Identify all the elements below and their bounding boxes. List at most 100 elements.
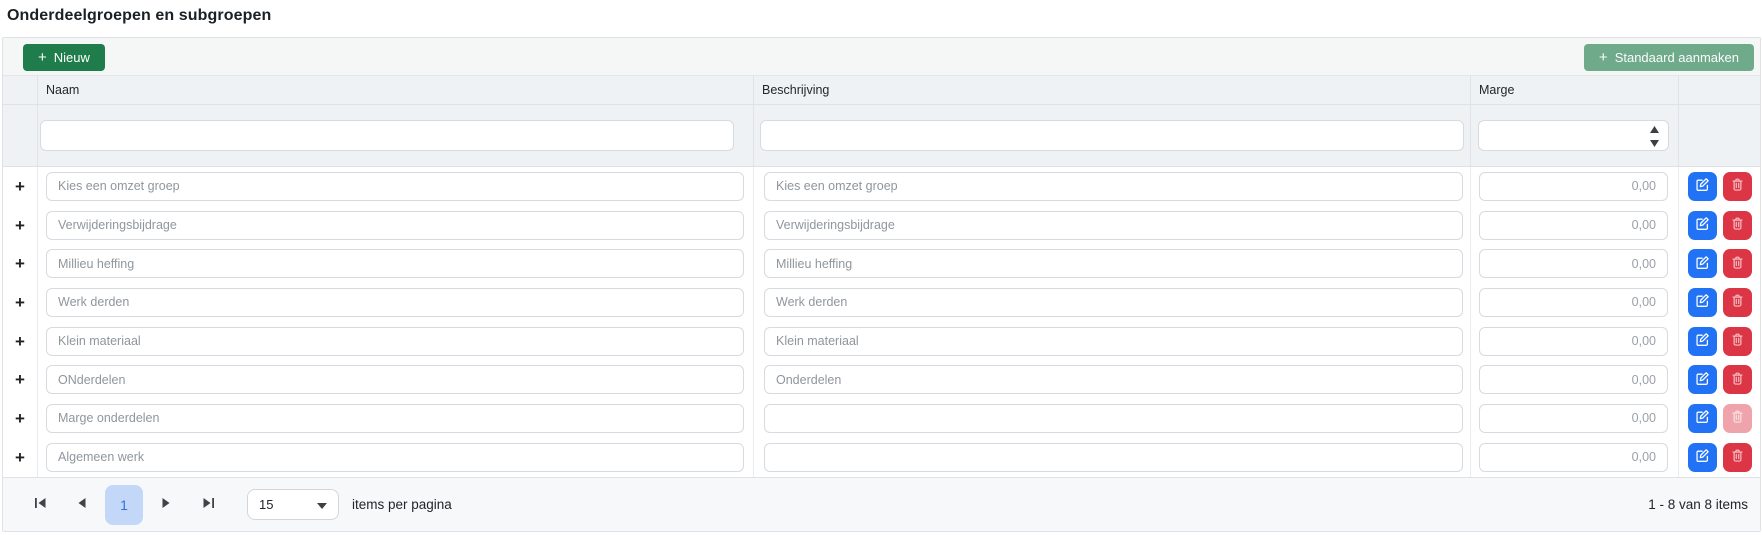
beschrijving-cell-input[interactable] bbox=[764, 365, 1463, 395]
naam-cell-input[interactable] bbox=[46, 365, 744, 395]
expand-row-button[interactable]: + bbox=[9, 217, 31, 234]
expand-column-header bbox=[3, 76, 38, 104]
grid-rows: + bbox=[3, 167, 1760, 477]
expand-row-button[interactable]: + bbox=[9, 333, 31, 350]
trash-icon bbox=[1730, 293, 1745, 311]
pencil-square-icon bbox=[1695, 177, 1710, 195]
trash-icon bbox=[1730, 409, 1745, 427]
delete-row-button[interactable] bbox=[1723, 210, 1752, 240]
naam-cell-input[interactable] bbox=[46, 171, 744, 201]
edit-row-button[interactable] bbox=[1688, 210, 1717, 240]
expand-row-button[interactable]: + bbox=[9, 410, 31, 427]
naam-filter-input[interactable] bbox=[40, 120, 734, 151]
table-row: + bbox=[3, 283, 1760, 322]
first-page-button[interactable] bbox=[20, 485, 60, 525]
page-title: Onderdeelgroepen en subgroepen bbox=[7, 7, 272, 24]
marge-cell-input[interactable] bbox=[1479, 326, 1668, 356]
edit-row-button[interactable] bbox=[1688, 249, 1717, 279]
edit-row-button[interactable] bbox=[1688, 365, 1717, 395]
naam-cell-input[interactable] bbox=[46, 403, 744, 433]
column-header-marge[interactable]: Marge bbox=[1471, 76, 1679, 104]
delete-row-button[interactable] bbox=[1723, 326, 1752, 356]
table-row: + bbox=[3, 244, 1760, 284]
beschrijving-cell-input[interactable] bbox=[764, 326, 1463, 356]
arrow-down-icon[interactable] bbox=[1646, 138, 1662, 148]
plus-icon: + bbox=[15, 176, 25, 196]
naam-cell-input[interactable] bbox=[46, 442, 744, 472]
new-button[interactable]: + Nieuw bbox=[23, 44, 105, 71]
pencil-square-icon bbox=[1695, 216, 1710, 234]
filter-cell-actions bbox=[1679, 105, 1760, 166]
delete-row-button[interactable] bbox=[1723, 442, 1752, 472]
expand-row-button[interactable]: + bbox=[9, 255, 31, 272]
plus-icon: + bbox=[15, 331, 25, 351]
marge-cell-input[interactable] bbox=[1479, 403, 1668, 433]
items-per-page-label: items per pagina bbox=[352, 497, 452, 512]
beschrijving-cell-input[interactable] bbox=[764, 287, 1463, 317]
marge-cell-input[interactable] bbox=[1479, 365, 1668, 395]
pencil-square-icon bbox=[1695, 255, 1710, 273]
edit-row-button[interactable] bbox=[1688, 326, 1717, 356]
delete-row-button[interactable] bbox=[1723, 287, 1752, 317]
delete-row-button[interactable] bbox=[1723, 249, 1752, 279]
marge-cell-input[interactable] bbox=[1479, 287, 1668, 317]
marge-cell-input[interactable] bbox=[1479, 442, 1668, 472]
pager-range-label: 1 - 8 van 8 items bbox=[1648, 497, 1748, 512]
last-page-icon bbox=[202, 497, 215, 512]
page-size-dropdown[interactable]: 15 bbox=[247, 489, 339, 520]
trash-icon bbox=[1730, 177, 1745, 195]
edit-row-button[interactable] bbox=[1688, 171, 1717, 201]
create-standard-button[interactable]: + Standaard aanmaken bbox=[1583, 44, 1754, 71]
expand-row-button[interactable]: + bbox=[9, 371, 31, 388]
first-page-icon bbox=[34, 497, 47, 512]
plus-icon: + bbox=[15, 408, 25, 428]
trash-icon bbox=[1730, 371, 1745, 389]
marge-cell-input[interactable] bbox=[1479, 249, 1668, 279]
plus-icon: + bbox=[15, 370, 25, 390]
marge-filter-input[interactable] bbox=[1478, 120, 1669, 151]
expand-row-button[interactable]: + bbox=[9, 449, 31, 466]
table-row: + bbox=[3, 399, 1760, 438]
delete-row-button[interactable] bbox=[1723, 171, 1752, 201]
edit-row-button[interactable] bbox=[1688, 442, 1717, 472]
trash-icon bbox=[1730, 255, 1745, 273]
beschrijving-cell-input[interactable] bbox=[764, 403, 1463, 433]
expand-row-button[interactable]: + bbox=[9, 294, 31, 311]
create-standard-button-label: Standaard aanmaken bbox=[1614, 50, 1739, 65]
marge-spinner bbox=[1646, 124, 1662, 148]
beschrijving-cell-input[interactable] bbox=[764, 210, 1463, 240]
naam-cell-input[interactable] bbox=[46, 210, 744, 240]
arrow-up-icon[interactable] bbox=[1646, 124, 1662, 134]
edit-row-button[interactable] bbox=[1688, 403, 1717, 433]
marge-cell-input[interactable] bbox=[1479, 171, 1668, 201]
next-page-button[interactable] bbox=[146, 485, 186, 525]
table-row: + bbox=[3, 205, 1760, 245]
grid-filter-row bbox=[3, 105, 1760, 167]
previous-page-icon bbox=[77, 497, 87, 512]
table-row: + bbox=[3, 167, 1760, 206]
previous-page-button[interactable] bbox=[62, 485, 102, 525]
edit-row-button[interactable] bbox=[1688, 287, 1717, 317]
delete-row-button[interactable] bbox=[1723, 365, 1752, 395]
column-header-beschrijving[interactable]: Beschrijving bbox=[754, 76, 1471, 104]
plus-icon: + bbox=[15, 254, 25, 274]
naam-cell-input[interactable] bbox=[46, 249, 744, 279]
naam-cell-input[interactable] bbox=[46, 287, 744, 317]
column-header-naam[interactable]: Naam bbox=[38, 76, 754, 104]
pager-nav: 1 bbox=[3, 484, 229, 525]
plus-icon: + bbox=[15, 215, 25, 235]
last-page-button[interactable] bbox=[188, 485, 228, 525]
beschrijving-cell-input[interactable] bbox=[764, 442, 1463, 472]
beschrijving-cell-input[interactable] bbox=[764, 249, 1463, 279]
beschrijving-filter-input[interactable] bbox=[760, 120, 1464, 151]
page-number-button[interactable]: 1 bbox=[105, 484, 143, 525]
page-size-value: 15 bbox=[259, 497, 274, 512]
pencil-square-icon bbox=[1695, 371, 1710, 389]
expand-row-button[interactable]: + bbox=[9, 178, 31, 195]
plus-icon: + bbox=[15, 292, 25, 312]
naam-cell-input[interactable] bbox=[46, 326, 744, 356]
trash-icon bbox=[1730, 332, 1745, 350]
plus-icon: + bbox=[38, 49, 47, 66]
beschrijving-cell-input[interactable] bbox=[764, 171, 1463, 201]
marge-cell-input[interactable] bbox=[1479, 210, 1668, 240]
